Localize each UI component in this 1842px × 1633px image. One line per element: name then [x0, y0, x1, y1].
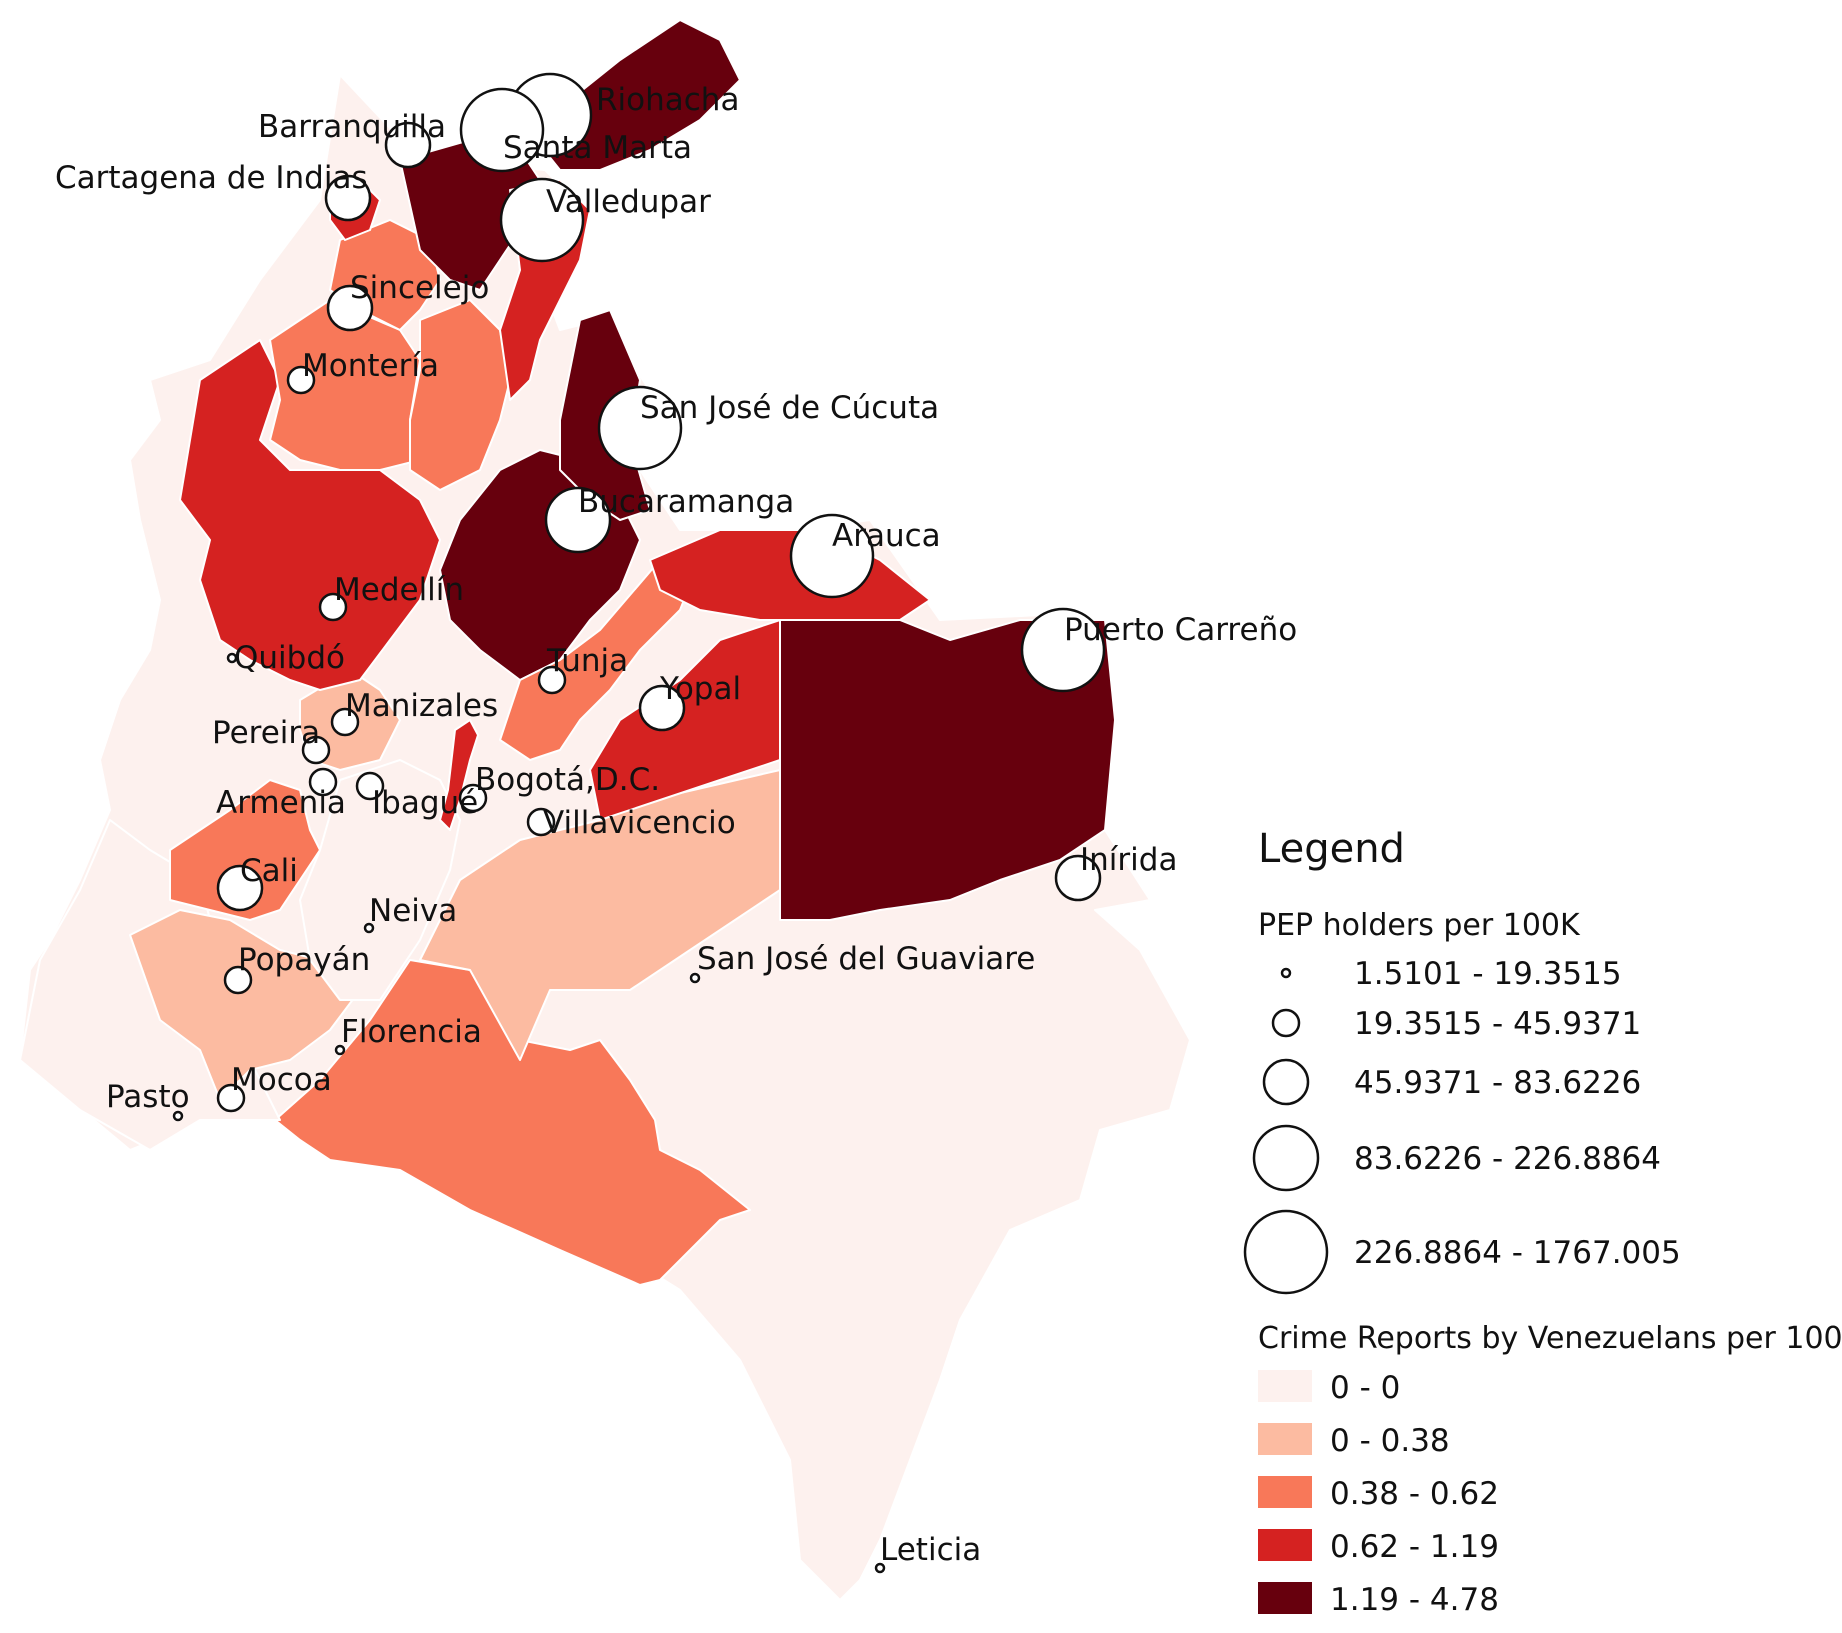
city-label: Popayán: [238, 942, 370, 978]
city-marker: [330, 707, 360, 737]
city-label: Riohacha: [596, 82, 739, 118]
city-marker: [355, 771, 385, 801]
legend-size-label: 45.9371 - 83.6226: [1354, 1065, 1641, 1101]
city-marker: [216, 864, 264, 912]
region-bolivar-south: [409, 299, 511, 491]
city-label: San José del Guaviare: [697, 941, 1035, 977]
legend-color-label: 0 - 0: [1330, 1370, 1400, 1406]
city-label: Yopal: [659, 671, 741, 707]
city-label: Leticia: [880, 1532, 981, 1568]
city-label: Pasto: [106, 1079, 190, 1115]
city-label: Cartagena de Indias: [55, 160, 368, 196]
city-marker: [318, 592, 348, 622]
city-marker: [324, 174, 372, 222]
legend-title: Legend: [1258, 826, 1405, 872]
legend-size-symbol: [1280, 967, 1292, 979]
city-marker: [499, 177, 585, 263]
city-label: Villavicencio: [543, 805, 736, 841]
city-label: Florencia: [341, 1014, 482, 1050]
city-marker: [597, 385, 683, 471]
city-label: Manizales: [345, 688, 498, 724]
city-marker: [172, 1110, 184, 1122]
city-label: Mocoa: [231, 1062, 332, 1098]
city-label: Montería: [302, 348, 439, 384]
legend-size-symbol: [1262, 1058, 1310, 1106]
city-label: Arauca: [832, 518, 941, 554]
city-label: Armenia: [216, 785, 346, 821]
city-label: Medellín: [334, 572, 464, 608]
legend-size-label: 19.3515 - 45.9371: [1354, 1006, 1641, 1042]
legend: Legend PEP holders per 100K 1.5101 - 19.…: [1243, 826, 1842, 1618]
legend-color-label: 0.62 - 1.19: [1330, 1529, 1499, 1565]
legend-size-symbol: [1271, 1008, 1301, 1038]
legend-size-symbol: [1243, 1209, 1329, 1295]
city-marker: [216, 1083, 246, 1113]
city-marker: [308, 767, 338, 797]
city-label: Bucaramanga: [578, 484, 794, 520]
city-label: Inírida: [1080, 842, 1177, 878]
legend-color-label: 0.38 - 0.62: [1330, 1476, 1499, 1512]
region-vichada: [779, 619, 1116, 921]
city-marker: [459, 87, 545, 173]
region-amazon-south: [274, 959, 751, 1286]
legend-size-title: PEP holders per 100K: [1258, 908, 1581, 943]
city-label: Barranquilla: [258, 109, 446, 145]
legend-color-swatch: [1258, 1529, 1312, 1561]
city-label: Ibagué: [372, 785, 478, 821]
city-marker: [874, 1562, 886, 1574]
city-label: Bogotá,D.C.: [475, 762, 660, 798]
city-markers: Riohacha Santa Marta Barranquilla Cartagena…: [55, 72, 1297, 1574]
city-marker: [223, 965, 253, 995]
city-marker: [1020, 607, 1106, 693]
city-marker: [789, 513, 875, 599]
city-marker: [384, 121, 432, 169]
city-label: Sincelejo: [350, 270, 489, 306]
legend-size-label: 226.8864 - 1767.005: [1354, 1235, 1681, 1271]
legend-size-label: 83.6226 - 226.8864: [1354, 1141, 1661, 1177]
region-antioquia: [179, 339, 441, 691]
city-marker: [526, 807, 556, 837]
region-boyaca: [499, 559, 701, 761]
legend-color-title: Crime Reports by Venezuelans per 100K: [1258, 1321, 1842, 1356]
city-label: Puerto Carreño: [1064, 612, 1297, 648]
legend-size-label: 1.5101 - 19.3515: [1354, 956, 1622, 992]
city-label: San José de Cúcuta: [640, 390, 939, 426]
city-marker: [689, 972, 701, 984]
legend-color-swatch: [1258, 1370, 1312, 1402]
city-marker: [301, 735, 331, 765]
city-label: Valledupar: [546, 184, 711, 220]
city-marker: [334, 1044, 346, 1056]
city-marker: [638, 684, 686, 732]
legend-size-symbol: [1252, 1124, 1320, 1192]
legend-size-items: 1.5101 - 19.3515 19.3515 - 45.9371 45.9371…: [1243, 956, 1681, 1295]
legend-color-label: 0 - 0.38: [1330, 1423, 1450, 1459]
city-marker: [537, 665, 567, 695]
region-tolima-huila: [299, 759, 461, 1001]
legend-color-label: 1.19 - 4.78: [1330, 1582, 1499, 1618]
city-marker: [1054, 854, 1102, 902]
city-marker: [326, 284, 374, 332]
city-label: Tunja: [546, 643, 628, 679]
legend-color-swatch: [1258, 1423, 1312, 1455]
region-cauca: [129, 909, 361, 1101]
city-marker: [363, 922, 375, 934]
legend-color-swatch: [1258, 1476, 1312, 1508]
city-marker: [544, 486, 612, 554]
city-label: Santa Marta: [503, 130, 692, 166]
city-label: Neiva: [369, 893, 457, 929]
legend-color-items: 0 - 0 0 - 0.38 0.38 - 0.62 0.62 - 1.19 1.19 …: [1258, 1370, 1499, 1618]
city-marker: [286, 365, 316, 395]
city-label: Quibdó: [234, 640, 345, 676]
city-label: Pereira: [212, 715, 320, 751]
region-valle: [169, 779, 321, 921]
city-label: Cali: [240, 853, 298, 889]
city-marker: [458, 783, 488, 813]
city-marker: [226, 652, 238, 664]
legend-color-swatch: [1258, 1582, 1312, 1614]
